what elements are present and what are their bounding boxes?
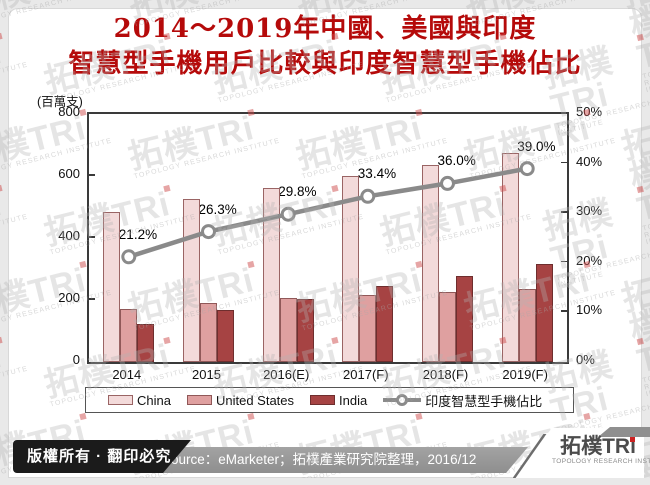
right-axis-tick-label: 50% (576, 104, 603, 119)
right-axis-tick (561, 211, 567, 213)
plot-area (87, 112, 569, 364)
bar-united-states-2018(F) (439, 291, 456, 362)
legend-swatch-icon (186, 395, 212, 405)
penetration-line (121, 161, 535, 265)
left-axis-tick-label: 400 (58, 228, 80, 243)
line-marker-2017(F) (360, 188, 376, 204)
copyright-plate: 版權所有 · 翻印必究 (13, 440, 191, 473)
x-axis-label-2018(F): 2018(F) (422, 367, 469, 382)
chart-title: 2014～2019年中國、美國與印度 智慧型手機用戶比較與印度智慧型手機佔比 (0, 12, 650, 82)
chart-title-line2: 智慧型手機用戶比較與印度智慧型手機佔比 (68, 49, 582, 79)
right-axis-tick (561, 161, 567, 164)
chart-title-line1: 2014～2019年中國、美國與印度 (113, 14, 537, 44)
left-axis-tick-label: 0 (72, 352, 80, 367)
right-axis-tick (561, 310, 567, 312)
left-axis-tick-label: 800 (58, 104, 80, 119)
bar-china-2016(E) (262, 187, 280, 362)
bar-united-states-2017(F) (359, 294, 377, 362)
right-axis-tick-label: 0% (576, 352, 595, 367)
left-axis-tick (89, 236, 95, 238)
y-axis-unit-label: (百萬支) (37, 95, 83, 109)
right-axis-tick-label: 10% (576, 302, 603, 318)
left-axis-tick (89, 174, 95, 176)
legend-item-penetration-line: 印度智慧型手機佔比 (383, 391, 542, 410)
bar-china-2019(F) (501, 152, 519, 362)
bar-china-2017(F) (342, 176, 360, 362)
x-axis-label-2016(E): 2016(E) (263, 367, 310, 382)
line-marker-2014 (121, 249, 137, 265)
bar-india-2018(F) (456, 275, 473, 362)
legend-item-united-states: United States (186, 392, 295, 408)
data-label-2018(F): 36.0% (437, 153, 476, 169)
logo-wordmark: 拓樸TRi (560, 435, 636, 458)
bar-india-2015 (217, 310, 234, 362)
x-axis-label-2014: 2014 (112, 367, 142, 382)
legend: China United States India 印度智慧型手機佔比 (85, 387, 574, 413)
logo-subtitle: TOPOLOGY RESEARCH INSTITUTE (552, 458, 650, 465)
x-axis-label-2019(F): 2019(F) (502, 367, 548, 382)
bar-china-2014 (103, 212, 121, 362)
legend-swatch-icon (108, 395, 133, 405)
logo-red-dot-icon (629, 437, 635, 442)
bars-layer (89, 114, 567, 362)
right-axis-tick-label: 20% (576, 252, 603, 268)
legend-label: United States (215, 392, 295, 408)
bar-india-2014 (137, 323, 155, 362)
right-axis-tick-label: 40% (576, 153, 603, 169)
left-axis-tick-label: 200 (58, 290, 80, 305)
footer-bar: Source：eMarketer；拓樸產業研究院整理，2016/12 版權所有 … (0, 427, 650, 478)
bar-united-states-2015 (200, 303, 217, 362)
x-axis-label-2015: 2015 (192, 367, 221, 382)
left-axis-tick-label: 600 (58, 166, 80, 181)
x-axis-label-2017(F): 2017(F) (343, 367, 389, 382)
data-label-2017(F): 33.4% (357, 166, 397, 182)
right-axis-tick-label: 30% (576, 203, 603, 219)
bar-china-2018(F) (422, 165, 439, 362)
legend-label: 印度智慧型手機佔比 (425, 393, 543, 409)
line-marker-2018(F) (440, 175, 455, 191)
legend-line-marker-icon (383, 394, 422, 406)
right-axis-tick (561, 260, 567, 263)
bar-united-states-2014 (120, 309, 138, 362)
legend-label: India (339, 392, 368, 408)
data-label-2015: 26.3% (198, 201, 237, 217)
left-axis-tick (89, 298, 95, 300)
bar-united-states-2019(F) (518, 289, 536, 362)
data-label-2014: 21.2% (118, 226, 158, 242)
bar-india-2016(E) (296, 299, 314, 362)
data-label-2019(F): 39.0% (517, 138, 556, 154)
company-logo: 拓樸TRi TOPOLOGY RESEARCH INSTITUTE (552, 435, 650, 466)
logo-corner-accent (598, 427, 650, 437)
data-label-2016(E): 29.8% (278, 184, 317, 200)
legend-item-china: China (108, 393, 171, 408)
legend-item-india: India (310, 393, 367, 408)
line-marker-2019(F) (519, 161, 535, 177)
bar-india-2019(F) (535, 264, 553, 362)
bar-united-states-2016(E) (279, 298, 297, 362)
bar-india-2017(F) (376, 286, 394, 362)
legend-label: China (137, 392, 171, 408)
line-marker-2015 (201, 224, 216, 240)
line-marker-2016(E) (280, 206, 296, 222)
legend-swatch-icon (310, 395, 336, 405)
